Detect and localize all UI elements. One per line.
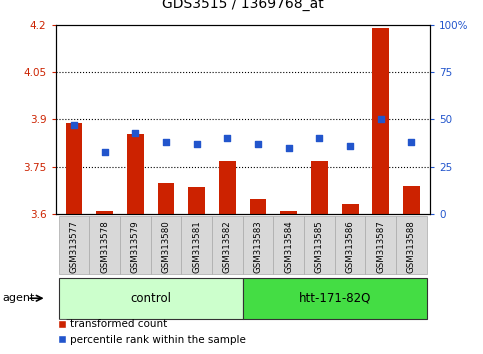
Text: GSM313580: GSM313580: [161, 220, 170, 273]
Text: GDS3515 / 1369768_at: GDS3515 / 1369768_at: [162, 0, 324, 11]
Bar: [311, 160, 328, 214]
Bar: [280, 211, 297, 214]
Point: [70, 122, 78, 128]
Text: agent: agent: [2, 293, 35, 303]
Bar: [219, 160, 236, 214]
Point: [285, 145, 293, 151]
Bar: [403, 187, 420, 214]
Bar: [372, 28, 389, 214]
Bar: [250, 199, 267, 214]
Text: GSM313583: GSM313583: [254, 220, 263, 273]
Text: GSM313582: GSM313582: [223, 220, 232, 273]
Bar: [66, 122, 83, 214]
Text: GSM313585: GSM313585: [315, 220, 324, 273]
Point: [162, 139, 170, 145]
Point: [131, 130, 139, 136]
Point: [254, 141, 262, 147]
Bar: [188, 187, 205, 214]
Text: GSM313586: GSM313586: [346, 220, 355, 273]
Text: htt-171-82Q: htt-171-82Q: [298, 292, 371, 305]
Point: [408, 139, 415, 145]
Bar: [341, 204, 358, 214]
Point: [101, 149, 109, 154]
Legend: transformed count, percentile rank within the sample: transformed count, percentile rank withi…: [54, 315, 250, 349]
Point: [346, 143, 354, 149]
Bar: [127, 134, 144, 214]
Bar: [157, 183, 174, 214]
Point: [377, 116, 384, 122]
Bar: [96, 211, 113, 214]
Text: GSM313579: GSM313579: [131, 220, 140, 273]
Text: GSM313584: GSM313584: [284, 220, 293, 273]
Text: GSM313588: GSM313588: [407, 220, 416, 273]
Point: [224, 136, 231, 141]
Text: GSM313577: GSM313577: [70, 220, 78, 273]
Point: [193, 141, 200, 147]
Text: GSM313578: GSM313578: [100, 220, 109, 273]
Point: [315, 136, 323, 141]
Text: control: control: [130, 292, 171, 305]
Text: GSM313587: GSM313587: [376, 220, 385, 273]
Text: GSM313581: GSM313581: [192, 220, 201, 273]
